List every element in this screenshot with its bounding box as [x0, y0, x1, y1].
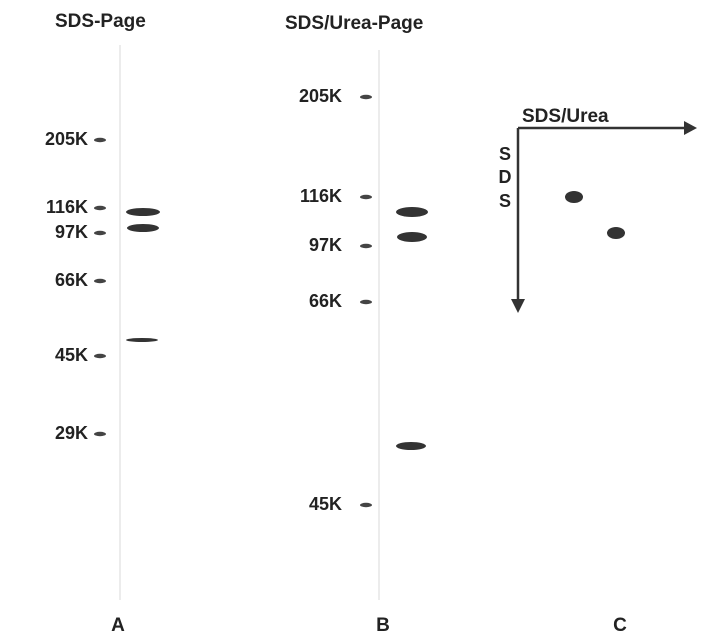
marker-label: 66K — [309, 291, 342, 311]
marker-band — [360, 503, 372, 507]
marker-label: 97K — [309, 235, 342, 255]
axis-letter: S — [499, 144, 511, 164]
band — [127, 224, 159, 232]
marker-band — [360, 244, 372, 248]
marker-band — [94, 354, 106, 358]
marker-label: 45K — [55, 345, 88, 365]
band — [397, 232, 427, 242]
marker-label: 116K — [300, 186, 342, 206]
marker-band — [94, 206, 106, 210]
axis-label: SDS/Urea — [522, 106, 609, 127]
axis-letter: S — [499, 191, 511, 211]
marker-label: 45K — [309, 494, 342, 514]
marker-band — [94, 231, 106, 235]
lane-letter: B — [376, 615, 390, 636]
marker-band — [360, 95, 372, 99]
lane-letter: A — [111, 615, 125, 636]
panel-title: SDS/Urea-Page — [285, 13, 423, 34]
band — [396, 442, 426, 450]
band — [396, 207, 428, 217]
band — [126, 338, 158, 342]
marker-label: 205K — [299, 86, 342, 106]
marker-band — [94, 138, 106, 142]
background — [0, 0, 701, 636]
marker-label: 116K — [46, 197, 88, 217]
marker-label: 29K — [55, 423, 88, 443]
spot — [607, 227, 625, 239]
marker-band — [360, 195, 372, 199]
marker-label: 66K — [55, 270, 88, 290]
figure: SDS-Page 205K 116K 97K 66K 45K 29K A SDS/Urea… — [0, 0, 701, 636]
lane-letter: C — [613, 615, 627, 636]
spot — [565, 191, 583, 203]
axis-letter: D — [499, 167, 512, 187]
marker-band — [94, 279, 106, 283]
marker-label: 205K — [45, 129, 88, 149]
band — [126, 208, 160, 216]
marker-band — [94, 432, 106, 436]
panel-title: SDS-Page — [55, 11, 146, 32]
marker-band — [360, 300, 372, 304]
marker-label: 97K — [55, 222, 88, 242]
